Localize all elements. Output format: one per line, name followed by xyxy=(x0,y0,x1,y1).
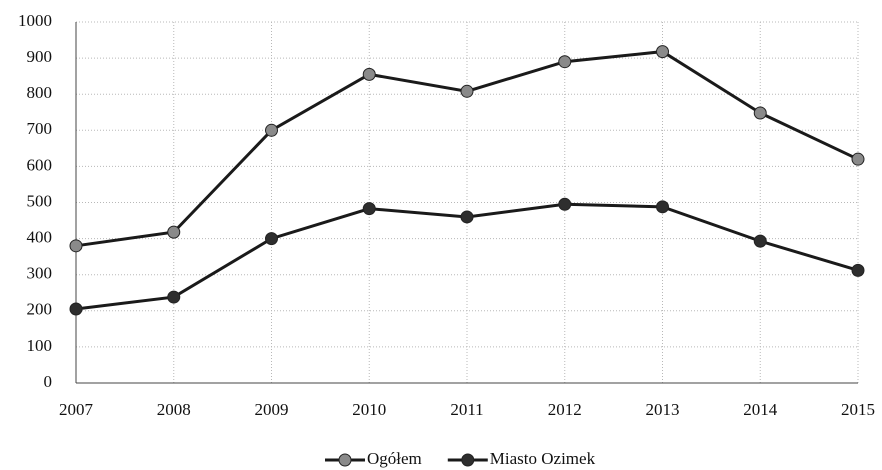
point-marker xyxy=(460,84,474,98)
y-tick-label: 100 xyxy=(27,336,53,355)
point-marker xyxy=(753,106,767,120)
point-marker xyxy=(753,234,767,248)
point-marker xyxy=(656,200,669,214)
point-marker xyxy=(69,302,83,316)
point-marker xyxy=(558,197,572,211)
x-tick-label: 2015 xyxy=(841,400,875,419)
point-marker xyxy=(656,45,669,59)
y-tick-label: 200 xyxy=(27,300,53,319)
y-tick-label: 0 xyxy=(44,372,53,391)
y-tick-label: 700 xyxy=(27,119,53,138)
x-tick-label: 2010 xyxy=(352,400,386,419)
legend-label: Ogółem xyxy=(367,449,422,468)
point-marker xyxy=(851,263,865,277)
x-tick-label: 2007 xyxy=(59,400,94,419)
y-tick-label: 400 xyxy=(27,228,53,247)
y-tick-label: 800 xyxy=(27,83,53,102)
point-marker xyxy=(69,239,83,253)
point-marker xyxy=(167,290,181,304)
point-marker xyxy=(558,55,572,69)
y-tick-label: 300 xyxy=(27,264,53,283)
y-tick-label: 900 xyxy=(27,47,53,66)
point-marker xyxy=(265,232,278,246)
point-marker xyxy=(362,67,376,81)
x-tick-label: 2009 xyxy=(255,400,289,419)
y-tick-label: 600 xyxy=(27,155,53,174)
point-marker xyxy=(460,210,474,224)
x-tick-label: 2014 xyxy=(743,400,778,419)
point-marker xyxy=(362,202,376,216)
legend-marker xyxy=(338,453,352,467)
y-tick-label: 500 xyxy=(27,191,53,210)
x-tick-label: 2012 xyxy=(548,400,582,419)
x-tick-label: 2011 xyxy=(450,400,483,419)
point-marker xyxy=(851,152,865,166)
legend-marker xyxy=(461,453,475,467)
point-marker xyxy=(265,123,278,137)
y-tick-label: 1000 xyxy=(18,11,52,30)
legend-label: Miasto Ozimek xyxy=(490,449,596,468)
x-tick-label: 2013 xyxy=(646,400,680,419)
point-marker xyxy=(167,225,181,239)
x-tick-label: 2008 xyxy=(157,400,191,419)
